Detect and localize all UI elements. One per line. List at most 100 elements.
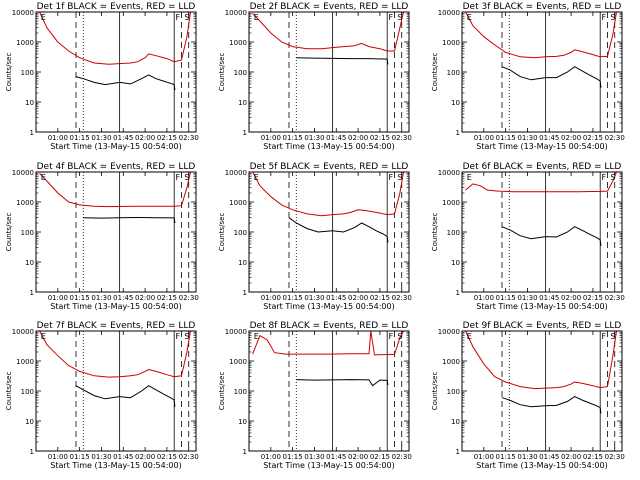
y-axis-label: Counts/sec [218,372,226,411]
marker-e: E [254,173,259,182]
marker-f: F [602,332,607,341]
x-tick-label: 01:30 [304,294,324,302]
series-events [296,379,389,387]
x-tick-label: 02:00 [135,134,155,142]
marker-f: F [602,13,607,22]
y-tick-label: 10000 [438,169,460,177]
plot-frame [35,171,197,293]
series-lld [252,172,404,217]
plot-area [39,331,191,451]
plot-area [465,172,617,292]
x-tick-label: 02:30 [605,453,625,461]
x-tick-label: 01:30 [91,453,111,461]
plot-area [465,12,617,132]
series-lld [39,12,191,65]
x-tick-label: 02:00 [561,453,581,461]
x-tick-label: 02:00 [135,294,155,302]
panel-det-6f: Det 6f BLACK = Events, RED = LLD Counts/s… [431,162,625,311]
y-axis-label: Counts/sec [431,372,439,411]
y-tick-label: 1000 [229,199,247,207]
series-lld [252,12,404,52]
y-tick-label: 10 [451,99,460,107]
panel-title: Det 3f BLACK = Events, RED = LLD [463,2,622,12]
x-tick-label: 02:30 [179,453,199,461]
y-tick-label: 10000 [438,328,460,336]
y-axis-label: Counts/sec [431,53,439,92]
y-tick-label: 1 [456,129,460,137]
x-axis-label: Start Time (13-May-15 00:54:00) [476,142,607,151]
y-tick-label: 100 [21,388,34,396]
marker-s: S [184,332,189,341]
panel-det-1f: Det 1f BLACK = Events, RED = LLD Counts/s… [5,2,199,151]
plot-frame [461,11,623,133]
panel-title: Det 2f BLACK = Events, RED = LLD [250,2,409,12]
x-tick-label: 02:30 [392,453,412,461]
y-tick-label: 100 [447,229,460,237]
y-tick-label: 1 [30,129,34,137]
panel-det-7f: Det 7f BLACK = Events, RED = LLD Counts/s… [5,321,199,470]
x-tick-label: 02:00 [348,294,368,302]
x-tick-label: 02:15 [370,134,390,142]
panel-title: Det 4f BLACK = Events, RED = LLD [37,162,196,172]
y-axis-label: Counts/sec [218,213,226,252]
marker-f: F [602,173,607,182]
marker-s: S [397,332,402,341]
y-axis-label: Counts/sec [218,53,226,92]
x-tick-label: 02:00 [348,134,368,142]
x-tick-label: 01:45 [539,134,559,142]
panel-title: Det 9f BLACK = Events, RED = LLD [463,321,622,331]
y-tick-label: 10 [25,99,34,107]
x-tick-label: 01:00 [261,453,281,461]
x-axis-label: Start Time (13-May-15 00:54:00) [263,461,394,470]
x-tick-label: 01:15 [70,453,90,461]
series-events [501,226,602,246]
y-tick-label: 10 [238,259,247,267]
series-lld [465,12,617,59]
plot-frame [248,330,410,452]
x-tick-label: 01:30 [517,134,537,142]
x-tick-label: 01:30 [517,453,537,461]
x-tick-label: 01:00 [474,294,494,302]
plot-area [252,172,404,292]
y-tick-label: 1 [243,289,247,297]
plot-frame [35,11,197,133]
x-tick-label: 01:15 [283,453,303,461]
panel-det-9f: Det 9f BLACK = Events, RED = LLD Counts/s… [431,321,625,470]
series-events [501,66,602,88]
x-tick-label: 01:45 [326,134,346,142]
y-tick-label: 1 [243,448,247,456]
x-tick-label: 01:30 [91,294,111,302]
y-tick-label: 10 [238,99,247,107]
marker-e: E [254,13,259,22]
x-tick-label: 01:45 [113,453,133,461]
panel-det-2f: Det 2f BLACK = Events, RED = LLD Counts/s… [218,2,412,151]
series-events [83,216,176,224]
x-tick-label: 01:30 [517,294,537,302]
series-lld [39,172,191,208]
y-tick-label: 10 [238,418,247,426]
marker-e: E [41,332,46,341]
y-tick-label: 100 [447,388,460,396]
series-lld [465,172,617,193]
y-tick-label: 1 [30,448,34,456]
x-tick-label: 02:15 [370,453,390,461]
x-tick-label: 01:45 [113,134,133,142]
plot-area [39,172,191,292]
marker-e: E [254,332,259,341]
x-axis-label: Start Time (13-May-15 00:54:00) [263,302,394,311]
y-axis-label: Counts/sec [5,53,13,92]
x-tick-label: 02:15 [157,294,177,302]
y-tick-label: 10 [451,259,460,267]
marker-f: F [389,13,394,22]
x-tick-label: 02:15 [583,134,603,142]
marker-e: E [467,13,472,22]
y-tick-label: 1000 [16,199,34,207]
x-tick-label: 02:30 [179,294,199,302]
x-tick-label: 02:30 [605,134,625,142]
x-tick-label: 01:00 [48,134,68,142]
y-tick-label: 1 [456,289,460,297]
panel-det-8f: Det 8f BLACK = Events, RED = LLD Counts/s… [218,321,412,470]
y-tick-label: 10000 [12,9,34,17]
y-tick-label: 1000 [442,199,460,207]
y-tick-label: 10000 [225,169,247,177]
